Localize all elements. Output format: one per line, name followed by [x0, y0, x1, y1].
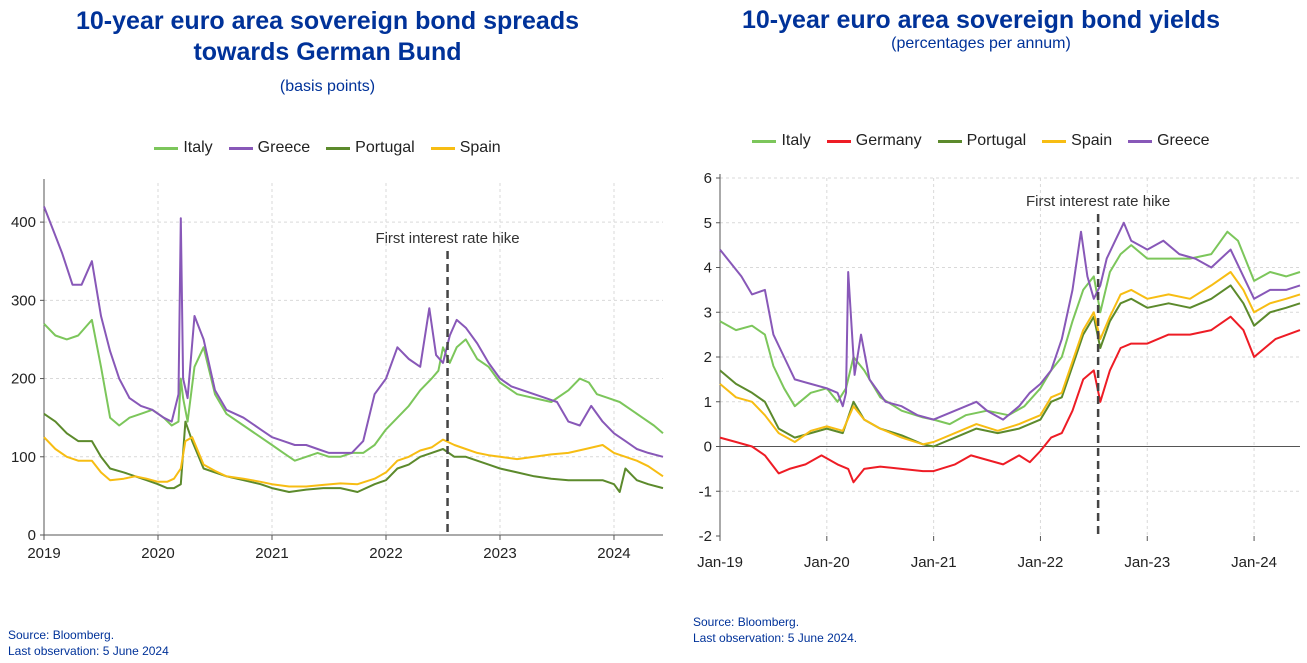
yields-last-observation: Last observation: 5 June 2024.: [693, 631, 858, 645]
spreads-ytick-label-100: 100: [11, 449, 36, 466]
spreads-ytick-label-200: 200: [11, 371, 36, 388]
yields-legend-label-italy: Italy: [781, 132, 811, 149]
yields-legend-item-portugal: Portugal: [937, 132, 1027, 150]
yields-chart-subtitle: (percentages per annum): [891, 35, 1071, 52]
spreads-xtick-label-2024: 2024: [597, 545, 630, 562]
yields-legend-item-germany: Germany: [826, 132, 922, 150]
spreads-xtick-label-2021: 2021: [255, 545, 288, 562]
spreads-series-group: [43, 206, 664, 493]
yields-legend-swatch-germany: [826, 139, 851, 143]
spreads-series-line-italy: [43, 318, 664, 462]
spreads-series-line-greece: [43, 206, 664, 458]
yields-series-line-spain: [719, 271, 1301, 446]
spreads-ytick-label-0: 0: [28, 527, 36, 544]
spreads-last-observation: Last observation: 5 June 2024: [8, 644, 169, 658]
spreads-chart-subtitle: (basis points): [279, 78, 376, 95]
spreads-legend-item-italy: Italy: [154, 139, 213, 157]
yields-ytick-label-5: 5: [704, 215, 712, 232]
yields-gridlines: [719, 177, 1300, 536]
spreads-chart-legend: Italy Greece Portugal Spain: [0, 139, 655, 157]
yields-legend-label-greece: Greece: [1157, 132, 1210, 149]
yields-series-line-portugal: [719, 284, 1301, 448]
spreads-xtick-label-2022: 2022: [369, 545, 402, 562]
yields-ytick-label-6: 6: [704, 170, 712, 187]
yields-xtick-label-jan-22: Jan-22: [1018, 554, 1064, 571]
spreads-rate-hike-label: First interest rate hike: [375, 230, 519, 247]
yields-ytick-label-1: -1: [699, 483, 712, 500]
yields-ytick-label-2: 2: [704, 349, 712, 366]
spreads-legend-label-greece: Greece: [257, 139, 311, 156]
spreads-legend-swatch-italy: [154, 146, 179, 150]
spreads-legend-swatch-spain: [430, 146, 455, 150]
spreads-chart-panel: 10-year euro area sovereign bond spreads…: [0, 6, 664, 659]
yields-legend-label-germany: Germany: [855, 132, 922, 149]
spreads-ytick-label-300: 300: [11, 292, 36, 309]
yields-legend-item-spain: Spain: [1042, 132, 1112, 150]
yields-chart-legend: Italy Germany Portugal Spain Greece: [655, 132, 1307, 150]
yields-xtick-label-jan-24: Jan-24: [1231, 554, 1277, 571]
yields-chart-title: 10-year euro area sovereign bond yields: [742, 6, 1220, 34]
yields-legend-item-greece: Greece: [1128, 132, 1210, 150]
spreads-xtick-label-2023: 2023: [483, 545, 516, 562]
yields-series-group: [719, 221, 1301, 484]
yields-series-line-greece: [719, 221, 1301, 421]
yields-xtick-label-jan-21: Jan-21: [911, 554, 957, 571]
spreads-gridlines: [43, 183, 663, 535]
yields-legend-swatch-greece: [1128, 139, 1153, 143]
yields-chart-panel: 10-year euro area sovereign bond yields …: [655, 0, 1307, 663]
spreads-title-line-2: towards German Bund: [193, 38, 462, 66]
yields-source-note: Source: Bloomberg. Last observation: 5 J…: [693, 614, 857, 646]
spreads-title-line-1: 10-year euro area sovereign bond spreads: [76, 7, 579, 35]
yields-ytick-label-1: 1: [704, 394, 712, 411]
spreads-legend-item-greece: Greece: [228, 139, 311, 157]
spreads-legend-swatch-greece: [228, 146, 253, 150]
spreads-chart-plot: 0 100 200 300 400 2019 2020 2021 2022 2023 2024 Fir…: [11, 179, 664, 562]
spreads-chart-title: 10-year euro area sovereign bond spreads…: [0, 6, 655, 68]
spreads-xtick-label-2020: 2020: [141, 545, 174, 562]
spreads-legend-item-spain: Spain: [430, 139, 501, 157]
yields-legend-swatch-italy: [752, 139, 777, 143]
yields-legend-label-portugal: Portugal: [966, 132, 1027, 149]
yields-legend-swatch-portugal: [937, 139, 962, 143]
yields-legend-label-spain: Spain: [1071, 132, 1113, 149]
yields-legend-item-italy: Italy: [752, 132, 811, 150]
spreads-series-line-spain: [43, 436, 664, 488]
yields-ytick-label-4: 4: [704, 260, 712, 277]
spreads-legend-item-portugal: Portugal: [326, 139, 415, 157]
yields-source-line: Source: Bloomberg.: [693, 615, 800, 629]
yields-series-line-germany: [719, 315, 1301, 484]
spreads-source-line: Source: Bloomberg.: [8, 628, 115, 642]
spreads-legend-label-italy: Italy: [183, 139, 213, 156]
spreads-legend-label-spain: Spain: [459, 139, 501, 156]
spreads-legend-swatch-portugal: [326, 146, 351, 150]
yields-ytick-label-2: -2: [699, 528, 712, 545]
yields-rate-hike-label: First interest rate hike: [1026, 193, 1170, 210]
yields-ytick-label-0: 0: [704, 439, 712, 456]
yields-ytick-label-3: 3: [704, 304, 712, 321]
spreads-source-note: Source: Bloomberg. Last observation: 5 J…: [8, 627, 169, 659]
spreads-ytick-label-400: 400: [11, 214, 36, 231]
yields-xtick-label-jan-23: Jan-23: [1124, 554, 1170, 571]
yields-xtick-label-jan-19: Jan-19: [697, 554, 743, 571]
yields-xtick-label-jan-20: Jan-20: [804, 554, 850, 571]
spreads-legend-label-portugal: Portugal: [355, 139, 415, 156]
yields-legend-swatch-spain: [1042, 139, 1067, 143]
spreads-xtick-label-2019: 2019: [27, 545, 60, 562]
yields-chart-plot: -2 -1 0 1 2 3 4 5 6 Jan-19 Jan-20 Jan-21 Jan-22 Jan-2…: [697, 170, 1301, 571]
